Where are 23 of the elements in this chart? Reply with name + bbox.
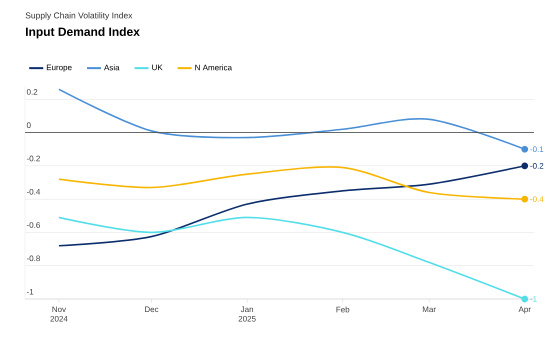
y-tick-label: -0.4 [26,188,40,195]
y-tick-label: 0.2 [26,89,38,95]
data-label: -0.1 [530,146,544,152]
legend-label: UK [152,64,163,70]
data-label: -1 [530,296,537,302]
chart-title: Input Demand Index [26,27,140,38]
chart-subtitle: Supply Chain Volatility Index [26,12,132,20]
x-tick-label: Jan 2025 [238,306,256,322]
data-label: -0.4 [530,196,544,202]
x-tick-label: Nov 2024 [50,306,68,322]
y-tick-label: -0.8 [26,256,40,262]
legend-label: Asia [104,64,120,70]
y-tick-label: 0 [26,122,31,128]
y-tick-label: -0.2 [26,156,40,162]
x-tick-label: Mar [422,306,436,312]
legend-label: Europe [46,64,72,72]
x-tick-label: Feb [336,306,350,312]
data-label: -0.2 [530,163,544,169]
x-tick-label: Dec [145,306,158,312]
x-tick-label: Apr [518,306,531,314]
y-tick-label: -1 [26,288,34,294]
y-tick-label: -0.6 [26,222,40,228]
legend-label: N America [195,64,232,70]
